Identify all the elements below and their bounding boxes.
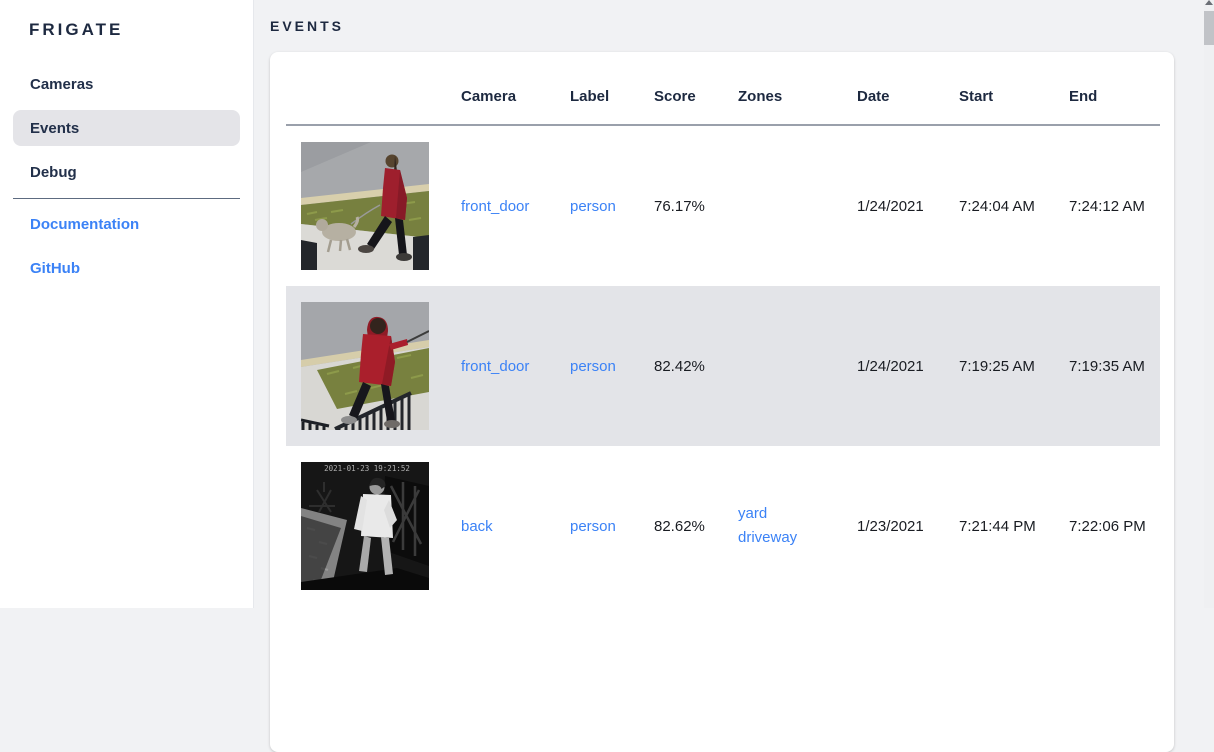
sidebar-item-cameras[interactable]: Cameras bbox=[13, 66, 240, 102]
event-date-cell: 1/24/2021 bbox=[857, 197, 924, 215]
event-camera-cell: back bbox=[461, 518, 570, 535]
column-header-thumbnail bbox=[286, 105, 461, 124]
scrollbar[interactable] bbox=[1204, 0, 1214, 608]
event-thumbnail-cell: 2021-01-23 19:21:52 bbox=[286, 462, 461, 590]
events-table: Camera Label Score Zones Date Start End bbox=[286, 52, 1160, 606]
event-date-cell: 1/24/2021 bbox=[857, 357, 924, 375]
sidebar-item-label: Debug bbox=[30, 163, 77, 181]
event-thumbnail-cell bbox=[286, 142, 461, 270]
camera-link[interactable]: front_door bbox=[461, 197, 530, 215]
event-start-cell: 7:19:25 AM bbox=[959, 357, 1035, 375]
sidebar-item-label: Cameras bbox=[30, 75, 94, 93]
column-header-score: Score bbox=[654, 88, 696, 105]
event-camera-cell: front_door bbox=[461, 358, 570, 375]
table-row[interactable]: front_door person 76.17% 1/24/2021 7:24:… bbox=[286, 126, 1160, 286]
sidebar-item-label: Events bbox=[30, 119, 80, 137]
event-zones-cell: yard driveway bbox=[738, 502, 857, 550]
column-header-start: Start bbox=[959, 88, 994, 105]
event-end-cell: 7:24:12 AM bbox=[1069, 197, 1145, 215]
column-header-zones: Zones bbox=[738, 88, 783, 105]
event-label-cell: person bbox=[570, 518, 654, 535]
event-score-cell: 82.42% bbox=[654, 357, 705, 375]
table-row[interactable]: 2021-01-23 19:21:52 back person 82.62% y… bbox=[286, 446, 1160, 606]
event-start-cell: 7:21:44 PM bbox=[959, 517, 1036, 535]
event-date-cell: 1/23/2021 bbox=[857, 517, 924, 535]
camera-link[interactable]: front_door bbox=[461, 357, 530, 375]
thumbnail-timestamp-overlay: 2021-01-23 19:21:52 bbox=[324, 464, 410, 473]
event-thumbnail-night-person[interactable]: 2021-01-23 19:21:52 bbox=[301, 462, 429, 590]
event-score-cell: 76.17% bbox=[654, 197, 705, 215]
event-label-cell: person bbox=[570, 198, 654, 215]
sidebar-item-events[interactable]: Events bbox=[13, 110, 240, 146]
camera-link[interactable]: back bbox=[461, 517, 493, 535]
table-row-selected[interactable]: front_door person 82.42% 1/24/2021 7:19:… bbox=[286, 286, 1160, 446]
sidebar-nav: Cameras Events Debug Documentation GitHu… bbox=[13, 66, 240, 286]
event-thumbnail-person-dog[interactable] bbox=[301, 142, 429, 270]
event-score-cell: 82.62% bbox=[654, 517, 705, 535]
event-thumbnail-cell bbox=[286, 302, 461, 430]
sidebar-item-debug[interactable]: Debug bbox=[13, 154, 240, 190]
column-header-label: Label bbox=[570, 88, 610, 105]
label-link[interactable]: person bbox=[570, 357, 616, 375]
event-start-cell: 7:24:04 AM bbox=[959, 197, 1035, 215]
column-header-end: End bbox=[1069, 88, 1098, 105]
sidebar: FRIGATE Cameras Events Debug Documentati… bbox=[0, 0, 254, 608]
scrollbar-thumb[interactable] bbox=[1204, 11, 1214, 45]
event-thumbnail-person-leash[interactable] bbox=[301, 302, 429, 430]
event-end-cell: 7:22:06 PM bbox=[1069, 517, 1146, 535]
app-logo[interactable]: FRIGATE bbox=[29, 20, 124, 39]
table-header-row: Camera Label Score Zones Date Start End bbox=[286, 52, 1160, 126]
sidebar-link-label: GitHub bbox=[30, 259, 80, 277]
column-header-date: Date bbox=[857, 88, 890, 105]
events-card: Camera Label Score Zones Date Start End bbox=[270, 52, 1174, 752]
main-content: EVENTS Camera Label Score Zones Date Sta… bbox=[254, 0, 1214, 752]
label-link[interactable]: person bbox=[570, 197, 616, 215]
sidebar-link-label: Documentation bbox=[30, 215, 140, 233]
zone-link[interactable]: driveway bbox=[738, 529, 798, 546]
event-camera-cell: front_door bbox=[461, 198, 570, 215]
page-title: EVENTS bbox=[270, 18, 345, 34]
event-end-cell: 7:19:35 AM bbox=[1069, 357, 1145, 375]
scroll-up-arrow-icon[interactable] bbox=[1205, 0, 1213, 5]
label-link[interactable]: person bbox=[570, 517, 616, 535]
sidebar-link-documentation[interactable]: Documentation bbox=[13, 206, 240, 242]
event-label-cell: person bbox=[570, 358, 654, 375]
zone-link[interactable]: yard bbox=[738, 505, 768, 522]
sidebar-link-github[interactable]: GitHub bbox=[13, 250, 240, 286]
sidebar-divider bbox=[13, 198, 240, 199]
column-header-camera: Camera bbox=[461, 88, 517, 105]
